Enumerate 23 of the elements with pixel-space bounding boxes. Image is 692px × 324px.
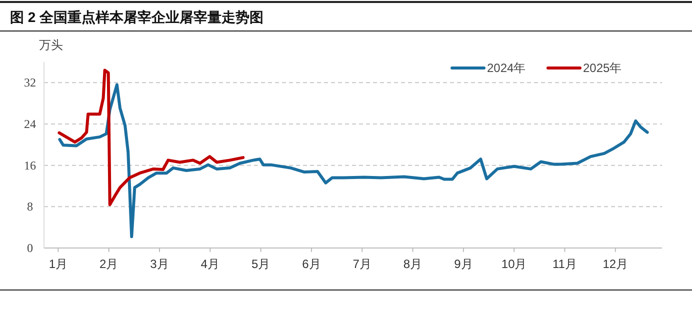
- y-tick-label: 24: [24, 117, 36, 131]
- x-tick-label: 6月: [302, 257, 321, 271]
- y-tick-label: 0: [27, 241, 33, 255]
- y-tick-label: 16: [24, 158, 36, 172]
- x-tick-label: 5月: [251, 257, 270, 271]
- y-tick-label: 8: [27, 200, 33, 214]
- x-tick-label: 7月: [352, 257, 372, 271]
- x-tick-label: 8月: [403, 257, 422, 271]
- y-tick-label: 32: [24, 76, 36, 90]
- x-tick-label: 2月: [99, 257, 118, 271]
- x-tick-label: 11月: [552, 257, 577, 271]
- y-axis-title: 万头: [39, 38, 63, 52]
- line-series: [58, 68, 245, 206]
- x-tick-label: 10月: [501, 257, 527, 271]
- x-tick-label: 3月: [150, 257, 169, 271]
- chart-title: 图 2 全国重点样本屠宰企业屠宰量走势图: [10, 9, 264, 25]
- x-tick-label: 1月: [48, 257, 68, 271]
- legend-label: 2024年: [487, 61, 526, 75]
- legend-label: 2025年: [583, 61, 622, 75]
- x-tick-label: 4月: [200, 257, 220, 271]
- x-tick-label: 12月: [602, 257, 628, 271]
- line-series: [58, 83, 649, 238]
- x-tick-label: 9月: [454, 257, 473, 271]
